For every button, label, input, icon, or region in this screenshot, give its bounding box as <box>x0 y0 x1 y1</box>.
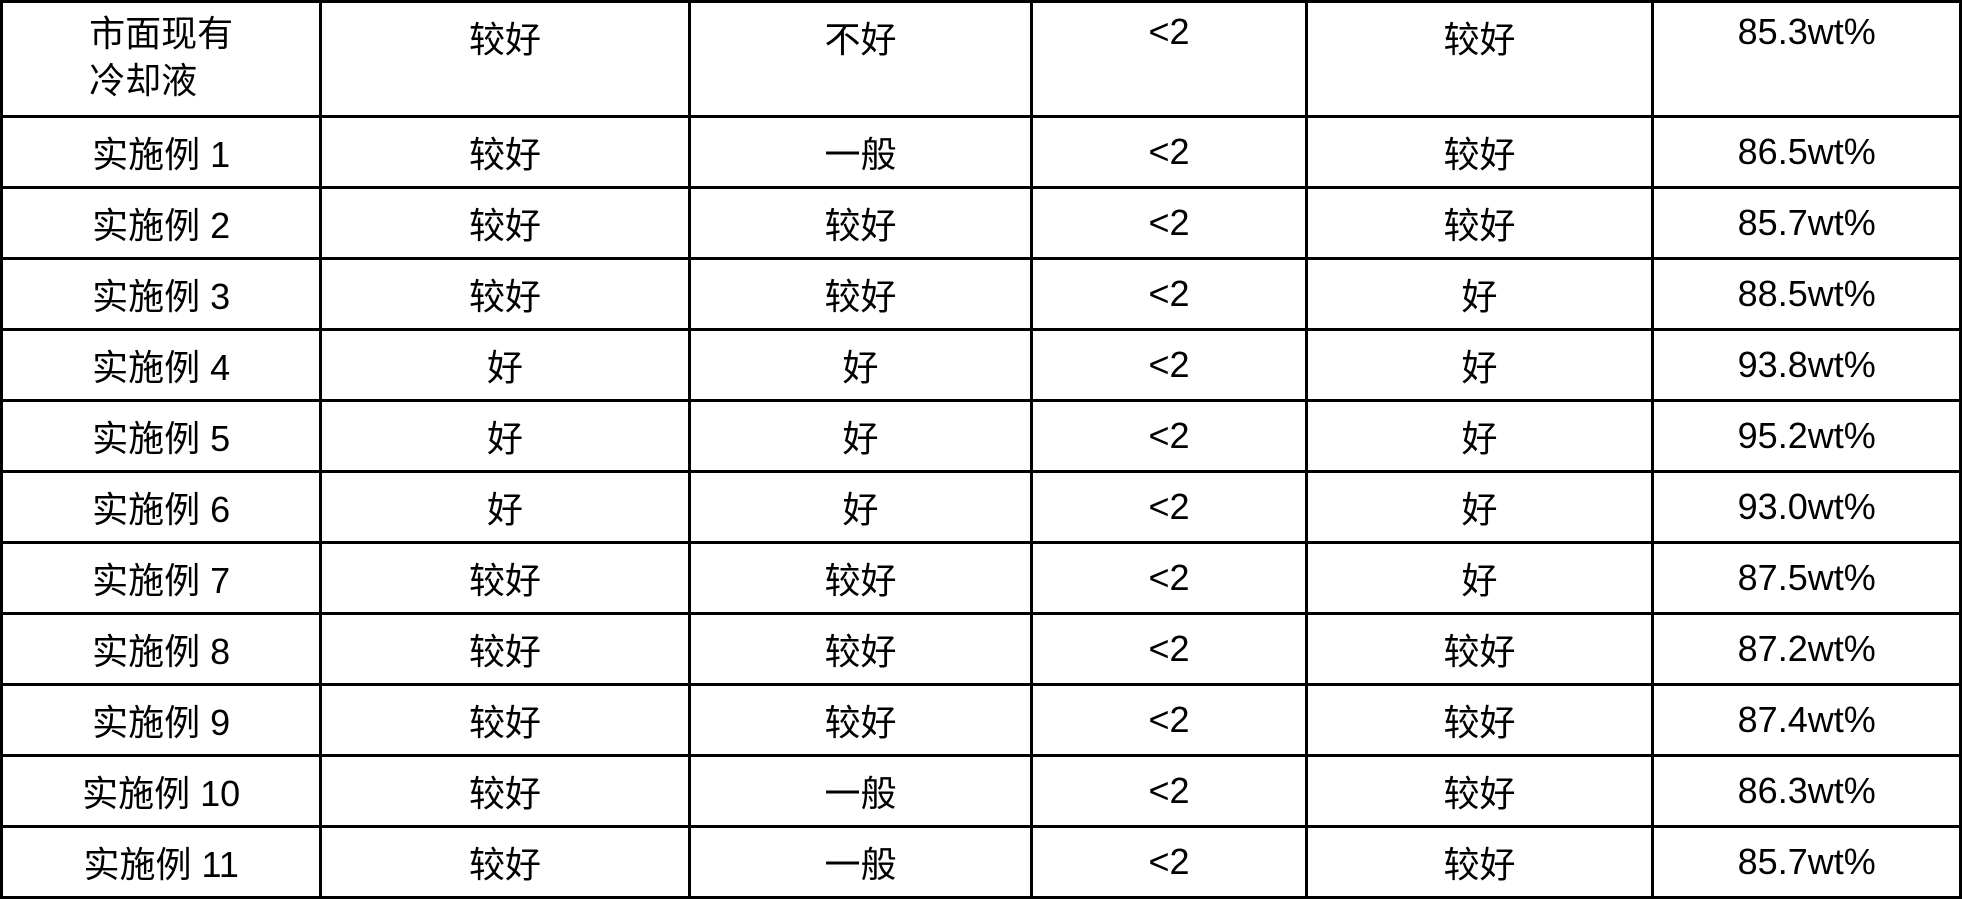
cell-col4: 好 <box>1306 543 1653 614</box>
cell-col4: 较好 <box>1306 685 1653 756</box>
cell-col3: <2 <box>1032 472 1306 543</box>
table-row: 实施例 2较好较好<2较好85.7wt% <box>2 188 1961 259</box>
cell-col1: 较好 <box>321 756 689 827</box>
cell-col3: <2 <box>1032 756 1306 827</box>
cell-col2: 一般 <box>689 827 1032 898</box>
cell-col2: 一般 <box>689 117 1032 188</box>
row-label: 实施例 10 <box>2 756 321 827</box>
table-row: 实施例 10较好一般<2较好86.3wt% <box>2 756 1961 827</box>
cell-col1: 好 <box>321 330 689 401</box>
cell-col2: 较好 <box>689 259 1032 330</box>
cell-col1: 较好 <box>321 614 689 685</box>
cell-col2: 较好 <box>689 543 1032 614</box>
cell-col1: 较好 <box>321 827 689 898</box>
cell-col4: 好 <box>1306 472 1653 543</box>
table-row: 实施例 6好好<2好93.0wt% <box>2 472 1961 543</box>
row-label: 实施例 6 <box>2 472 321 543</box>
cell-col1: 较好 <box>321 685 689 756</box>
cell-col4: 较好 <box>1306 2 1653 117</box>
row-label: 实施例 3 <box>2 259 321 330</box>
cell-col2: 好 <box>689 330 1032 401</box>
cell-col4: 较好 <box>1306 188 1653 259</box>
cell-col3: <2 <box>1032 2 1306 117</box>
cell-col4: 较好 <box>1306 827 1653 898</box>
cell-col2: 较好 <box>689 685 1032 756</box>
cell-col3: <2 <box>1032 259 1306 330</box>
cell-col4: 较好 <box>1306 117 1653 188</box>
cell-col4: 好 <box>1306 330 1653 401</box>
cell-col3: <2 <box>1032 188 1306 259</box>
table-row: 市面现有冷却液较好不好<2较好85.3wt% <box>2 2 1961 117</box>
cell-col5: 87.5wt% <box>1653 543 1961 614</box>
cell-col3: <2 <box>1032 330 1306 401</box>
cell-col5: 86.5wt% <box>1653 117 1961 188</box>
row-label: 实施例 5 <box>2 401 321 472</box>
cell-col1: 较好 <box>321 117 689 188</box>
row-label: 市面现有冷却液 <box>2 2 321 117</box>
cell-col2: 较好 <box>689 188 1032 259</box>
cell-col4: 较好 <box>1306 614 1653 685</box>
cell-col1: 较好 <box>321 543 689 614</box>
cell-col5: 88.5wt% <box>1653 259 1961 330</box>
cell-col5: 87.4wt% <box>1653 685 1961 756</box>
cell-col1: 较好 <box>321 188 689 259</box>
cell-col1: 好 <box>321 401 689 472</box>
table-row: 实施例 11较好一般<2较好85.7wt% <box>2 827 1961 898</box>
cell-col1: 较好 <box>321 2 689 117</box>
table-row: 实施例 9较好较好<2较好87.4wt% <box>2 685 1961 756</box>
cell-col5: 93.0wt% <box>1653 472 1961 543</box>
row-label: 实施例 11 <box>2 827 321 898</box>
cell-col3: <2 <box>1032 401 1306 472</box>
row-label: 实施例 7 <box>2 543 321 614</box>
row-label: 实施例 2 <box>2 188 321 259</box>
table-row: 实施例 3较好较好<2好88.5wt% <box>2 259 1961 330</box>
cell-col3: <2 <box>1032 685 1306 756</box>
cell-col5: 93.8wt% <box>1653 330 1961 401</box>
row-label: 实施例 1 <box>2 117 321 188</box>
row-label-text: 市面现有冷却液 <box>89 11 233 105</box>
table-row: 实施例 5好好<2好95.2wt% <box>2 401 1961 472</box>
cell-col3: <2 <box>1032 827 1306 898</box>
cell-col5: 85.7wt% <box>1653 827 1961 898</box>
cell-col4: 好 <box>1306 401 1653 472</box>
row-label: 实施例 8 <box>2 614 321 685</box>
cell-col5: 95.2wt% <box>1653 401 1961 472</box>
row-label: 实施例 9 <box>2 685 321 756</box>
cell-col2: 好 <box>689 472 1032 543</box>
cell-col2: 一般 <box>689 756 1032 827</box>
cell-col2: 较好 <box>689 614 1032 685</box>
cell-col5: 86.3wt% <box>1653 756 1961 827</box>
cell-col1: 好 <box>321 472 689 543</box>
coolant-comparison-table: 市面现有冷却液较好不好<2较好85.3wt%实施例 1较好一般<2较好86.5w… <box>0 0 1962 899</box>
cell-col4: 好 <box>1306 259 1653 330</box>
cell-col2: 不好 <box>689 2 1032 117</box>
cell-col1: 较好 <box>321 259 689 330</box>
cell-col5: 87.2wt% <box>1653 614 1961 685</box>
cell-col2: 好 <box>689 401 1032 472</box>
row-label: 实施例 4 <box>2 330 321 401</box>
cell-col3: <2 <box>1032 117 1306 188</box>
table-row: 实施例 7较好较好<2好87.5wt% <box>2 543 1961 614</box>
table-body: 市面现有冷却液较好不好<2较好85.3wt%实施例 1较好一般<2较好86.5w… <box>2 2 1961 898</box>
table-row: 实施例 8较好较好<2较好87.2wt% <box>2 614 1961 685</box>
cell-col3: <2 <box>1032 543 1306 614</box>
cell-col4: 较好 <box>1306 756 1653 827</box>
table-row: 实施例 1较好一般<2较好86.5wt% <box>2 117 1961 188</box>
cell-col5: 85.3wt% <box>1653 2 1961 117</box>
table-row: 实施例 4好好<2好93.8wt% <box>2 330 1961 401</box>
cell-col3: <2 <box>1032 614 1306 685</box>
cell-col5: 85.7wt% <box>1653 188 1961 259</box>
